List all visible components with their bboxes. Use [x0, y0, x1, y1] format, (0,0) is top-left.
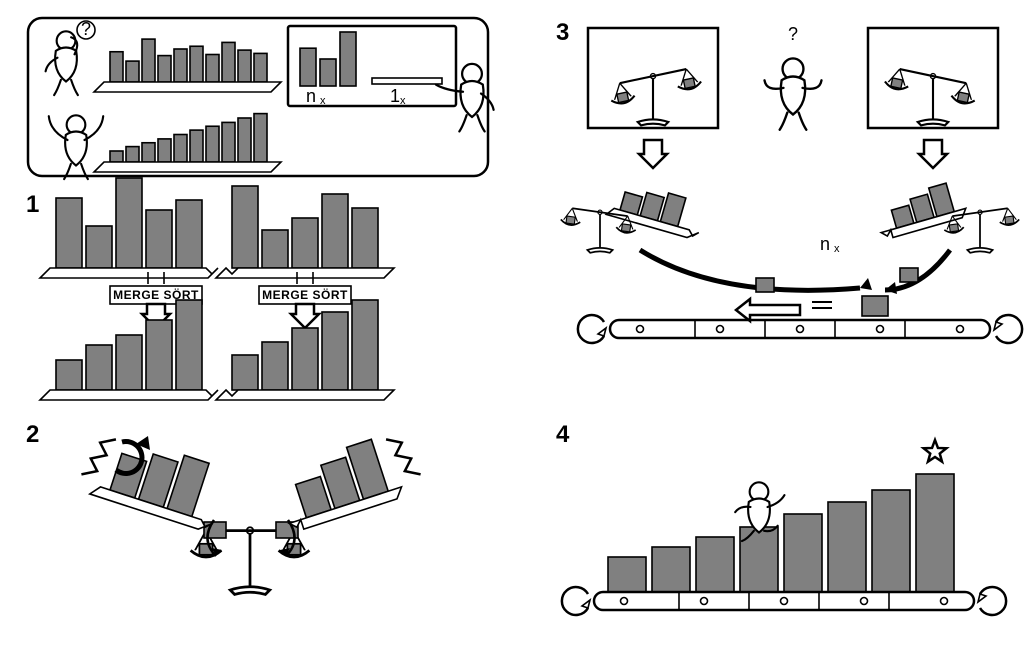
intro-panel: ?nx1x — [28, 18, 494, 179]
svg-text:?: ? — [788, 24, 798, 44]
step-3: 3? nx — [556, 19, 1022, 343]
step-1: 1MERGE SÖRTMERGE SÖRT — [26, 178, 394, 400]
step-number-1: 1 — [26, 191, 39, 218]
svg-text:1: 1 — [390, 86, 400, 106]
label-nx: n — [820, 234, 830, 254]
step-number-2: 2 — [26, 421, 39, 448]
label-n: n — [306, 86, 316, 106]
svg-text:?: ? — [81, 19, 91, 39]
step-number-4: 4 — [556, 421, 570, 448]
merge-sort-label: MERGE SÖRT — [262, 287, 348, 302]
svg-text:x: x — [320, 95, 326, 107]
step-2: 2 — [26, 421, 426, 594]
svg-text:x: x — [834, 243, 840, 255]
svg-text:x: x — [400, 95, 406, 107]
star-icon — [924, 440, 947, 462]
intro-inset: nx1x — [288, 26, 456, 107]
step-4: 4 — [556, 421, 1006, 615]
step-number-3: 3 — [556, 19, 569, 46]
